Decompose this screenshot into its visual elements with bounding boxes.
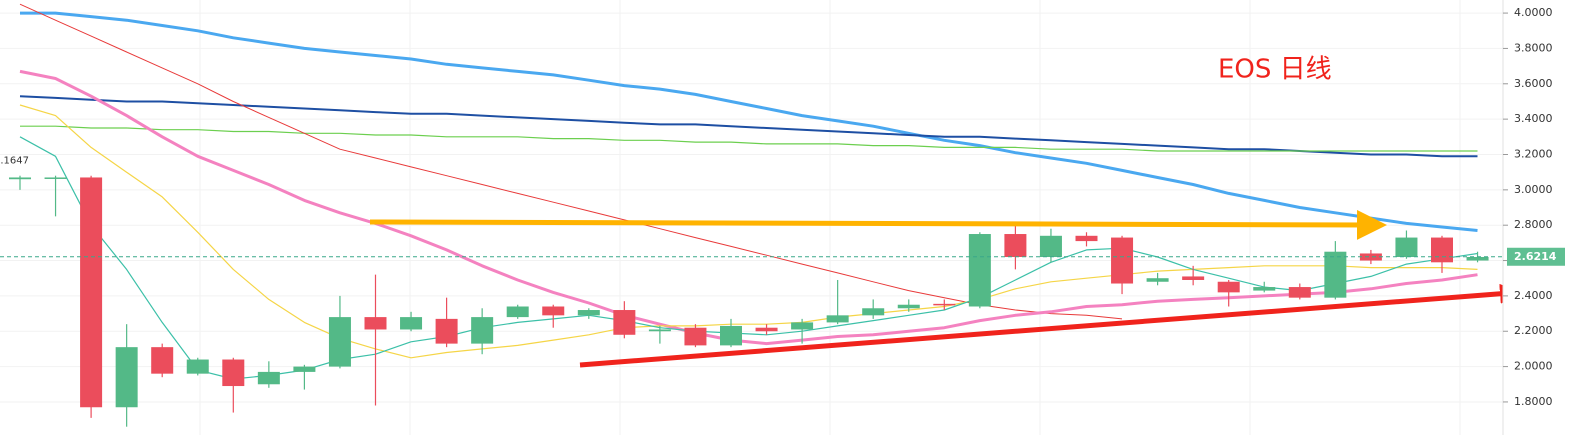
- candle-body: [1395, 237, 1418, 258]
- candle-body: [791, 322, 814, 330]
- candle-body: [400, 317, 423, 330]
- candle-body: [1253, 287, 1276, 291]
- ma-line: [19, 3, 1123, 320]
- last-price-label: 2.6214: [1514, 250, 1557, 263]
- candle-body: [1359, 253, 1382, 261]
- candle-body: [968, 234, 991, 307]
- candle-body: [613, 310, 636, 335]
- candle-body: [1146, 278, 1169, 282]
- y-tick-label: 2.2000: [1514, 324, 1553, 337]
- candle-body: [1004, 234, 1027, 258]
- candle-body: [9, 177, 31, 180]
- candle-body: [933, 303, 956, 306]
- candle-body: [506, 306, 529, 318]
- ma-line: [19, 69, 1478, 346]
- candle-body: [1039, 235, 1062, 258]
- candle-body: [897, 304, 920, 309]
- y-tick-label: 4.0000: [1514, 6, 1553, 19]
- candle-body: [684, 327, 707, 346]
- y-tick-label: 2.8000: [1514, 218, 1553, 231]
- candle-body: [720, 325, 742, 346]
- ma-line: [19, 95, 1478, 158]
- annotation-arrow: [579, 283, 1520, 368]
- candle-body: [755, 327, 778, 332]
- candle-body: [257, 371, 280, 385]
- candle-body: [222, 359, 245, 387]
- ma-line: [20, 125, 1478, 152]
- candle-body: [293, 366, 316, 372]
- y-tick-label: 3.6000: [1514, 77, 1553, 90]
- candle-body: [44, 177, 67, 179]
- candle-body: [328, 317, 351, 367]
- candle-body: [1431, 237, 1453, 263]
- candle-body: [80, 177, 103, 408]
- candle-body: [1324, 251, 1347, 298]
- candle-body: [826, 315, 849, 323]
- last-price-box: [1507, 247, 1565, 266]
- candle-body: [862, 308, 885, 316]
- candle-body: [151, 347, 174, 374]
- y-tick-label: 3.0000: [1514, 183, 1553, 196]
- candle-body: [648, 329, 671, 332]
- candle-body: [471, 317, 494, 344]
- candle-body: [115, 347, 138, 408]
- candle-body: [1075, 235, 1098, 242]
- y-tick-label: 3.4000: [1514, 112, 1553, 125]
- ma-lines: [19, 3, 1478, 380]
- y-tick-label: 2.0000: [1514, 360, 1553, 373]
- ma-line: [20, 11, 1478, 232]
- candle-body: [364, 317, 387, 330]
- annotation-arrow: [369, 209, 1387, 240]
- y-tick-label: 2.4000: [1514, 289, 1553, 302]
- y-tick-label: 1.8000: [1514, 395, 1553, 408]
- candle-body: [577, 310, 600, 316]
- candle-body: [1288, 287, 1311, 298]
- candle-body: [186, 359, 209, 374]
- price-axis: [1503, 0, 1583, 435]
- candle-body: [435, 318, 458, 344]
- candle-body: [1217, 281, 1240, 293]
- candle-body: [1466, 257, 1489, 261]
- y-tick-label: 3.8000: [1514, 41, 1553, 54]
- chart-title: EOS 日线: [1218, 55, 1332, 85]
- candle-body: [1111, 237, 1134, 284]
- y-tick-label: 3.2000: [1514, 147, 1553, 160]
- price-label: 3.1647: [0, 156, 29, 167]
- ma-line: [19, 104, 1478, 359]
- candle-body: [1182, 276, 1205, 280]
- candles: [9, 175, 1489, 427]
- candle-body: [542, 306, 565, 316]
